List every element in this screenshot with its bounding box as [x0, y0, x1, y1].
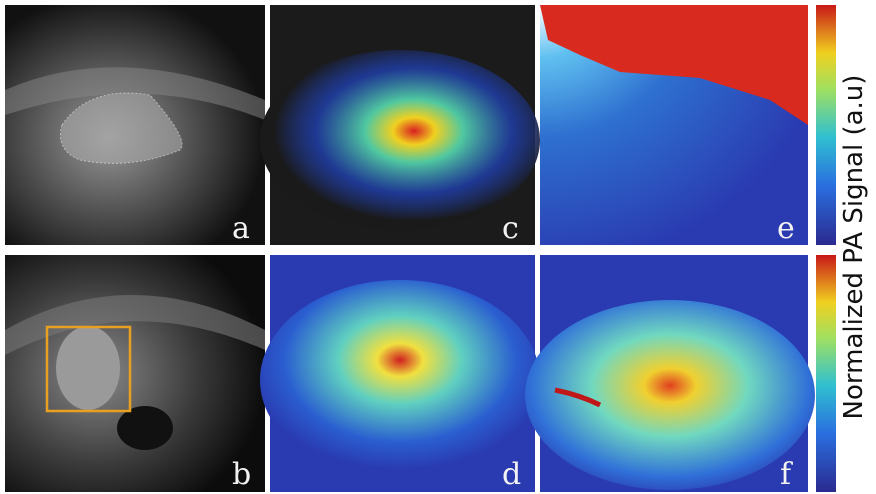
colorbar [816, 5, 836, 245]
panel-label: f [780, 457, 793, 492]
colorbar-title: Normalized PA Signal (a.u) [839, 75, 869, 420]
panel-label: c [502, 211, 519, 246]
panel-label: e [777, 211, 795, 246]
panel-d [260, 255, 540, 492]
colorbar [816, 255, 836, 492]
panel-e [540, 5, 808, 245]
panel-f [525, 255, 815, 492]
panel-b [5, 255, 265, 492]
panel-c [260, 5, 540, 245]
panel-label: b [232, 457, 251, 492]
panel-label: a [232, 211, 250, 246]
figure: a b c d e f Normalized PA Signal (a.u) [0, 0, 876, 494]
panel-label: d [502, 457, 521, 492]
panel-a [5, 5, 265, 245]
